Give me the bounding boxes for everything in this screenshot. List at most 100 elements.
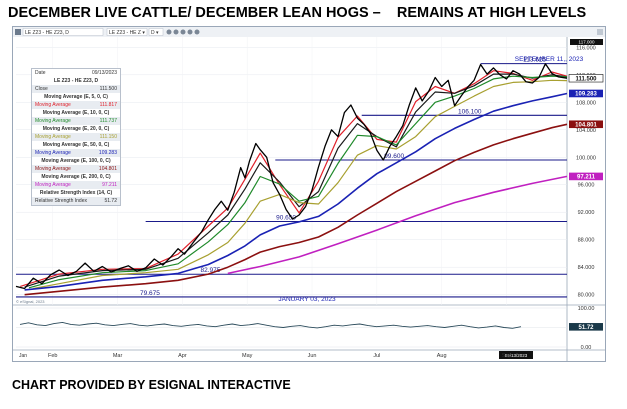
y-tick-label: 84.000 xyxy=(578,265,595,271)
interval-dropdown[interactable] xyxy=(148,28,164,36)
data-window-row: Moving Average 109.283 xyxy=(32,149,120,157)
price-axis-badge xyxy=(568,74,604,83)
toolbar-tool-icon[interactable] xyxy=(166,29,172,35)
data-window-row: Moving Average 97.211 xyxy=(32,181,120,189)
toolbar-menu-icon[interactable] xyxy=(15,29,21,35)
window-close-icon[interactable] xyxy=(597,29,603,35)
moving-average-line xyxy=(28,75,568,289)
data-window-label: Moving Average xyxy=(35,150,71,156)
rsi-tick-label: 100.00 xyxy=(578,306,595,312)
rsi-line xyxy=(19,321,522,329)
jan-tick-label: Jan xyxy=(19,353,27,359)
y-tick-label: 100.000 xyxy=(576,155,596,161)
data-window-row: Relative Strength Index (14, C) xyxy=(32,189,120,197)
data-window-row: Moving Average (E, 50, 0, C) xyxy=(32,141,120,149)
moving-average-line xyxy=(24,123,568,296)
data-window-value: 97.211 xyxy=(102,182,117,188)
data-window-label: Close xyxy=(35,86,48,92)
level-label: 99.600 xyxy=(384,153,404,160)
x-tick-label: Mar xyxy=(113,353,123,359)
toolbar-tool-icon[interactable] xyxy=(194,29,200,35)
rsi-tick-label: 0.00 xyxy=(581,345,592,351)
page-title: DECEMBER LIVE CATTLE/ DECEMBER LEAN HOGS… xyxy=(8,5,587,21)
data-window-value: 111.500 xyxy=(99,86,117,92)
data-window-value: 111.817 xyxy=(99,102,117,108)
data-window-row: LE Z23 - HE Z23, D xyxy=(32,77,120,85)
price-axis-badge-text: 97.211 xyxy=(577,175,596,181)
moving-average-line xyxy=(33,79,568,290)
data-window-label: Moving Average (E, 10, 0, C) xyxy=(42,110,110,116)
level-label: 90.650 xyxy=(276,215,296,222)
price-axis-badge xyxy=(569,172,603,181)
current-date-badge xyxy=(499,351,533,359)
data-window-row: Close 111.500 xyxy=(32,85,120,93)
level-label: 113.625 xyxy=(523,57,546,64)
data-window-label: Relative Strength Index xyxy=(35,198,87,204)
data-window-label: Moving Average (E, 20, 0, C) xyxy=(42,126,110,132)
data-window-label: Moving Average (E, 100, 0, C) xyxy=(41,158,111,164)
rsi-badge xyxy=(569,323,603,331)
data-window-value: 109.283 xyxy=(98,150,117,156)
x-tick-label: May xyxy=(242,353,253,359)
data-window-row: Moving Average 111.817 xyxy=(32,101,120,109)
data-window-value: 104.801 xyxy=(98,166,117,172)
x-tick-label: Jul xyxy=(373,353,380,359)
level-label: 82.975 xyxy=(201,267,221,274)
moving-average-line xyxy=(20,70,568,287)
data-window-label: Relative Strength Index (14, C) xyxy=(39,190,113,196)
data-window-label: Moving Average (E, 5, 0, C) xyxy=(44,94,108,100)
data-window-row: Moving Average 111.150 xyxy=(32,133,120,141)
chart-canvas[interactable]: LE Z23 - HE Z23, D LE Z23 - HE Z ▾ D ▾ 1… xyxy=(13,27,605,361)
data-window-label: Moving Average (E, 200, 0, C) xyxy=(41,174,111,180)
data-window-value: 111.737 xyxy=(99,118,117,124)
price-axis-badge-text: 109.283 xyxy=(575,92,597,98)
data-window-row: Moving Average 104.801 xyxy=(32,165,120,173)
data-window-row: Moving Average (E, 20, 0, C) xyxy=(32,125,120,133)
data-window-value: 111.150 xyxy=(99,134,117,140)
symbol-dropdown[interactable] xyxy=(106,28,148,36)
y-tick-label: 92.000 xyxy=(578,210,595,216)
y-tick-label: 104.000 xyxy=(576,128,596,134)
x-tick-label: Jun xyxy=(308,353,317,359)
y-tick-label: 88.000 xyxy=(578,238,595,244)
y-tick-label: 108.000 xyxy=(576,100,596,106)
data-window-row: Moving Average 111.737 xyxy=(32,117,120,125)
interval-dropdown-text: D ▾ xyxy=(151,30,159,36)
data-window-row: Moving Average (E, 5, 0, C) xyxy=(32,93,120,101)
rsi-badge-text: 51.72 xyxy=(578,325,594,331)
toolbar-tool-icon[interactable] xyxy=(187,29,193,35)
data-window-label: LE Z23 - HE Z23, D xyxy=(53,78,99,84)
data-window-row: Moving Average (E, 200, 0, C) xyxy=(32,173,120,181)
y-tick-label: 80.000 xyxy=(578,293,595,299)
symbol-dropdown-text: LE Z23 - HE Z ▾ xyxy=(109,30,145,36)
toolbar-tool-icon[interactable] xyxy=(173,29,179,35)
data-window-label: Moving Average xyxy=(35,182,71,188)
data-window-label: Moving Average xyxy=(35,134,71,140)
data-window-row: Date 09/13/2023 xyxy=(32,69,120,77)
top-price-badge-text: 117.000 xyxy=(579,40,595,45)
moving-average-line xyxy=(227,175,568,275)
x-tick-label: Apr xyxy=(178,353,187,359)
data-window-label: Date xyxy=(35,70,46,76)
data-window-label: Moving Average xyxy=(35,118,71,124)
data-window[interactable]: Date 09/13/2023 LE Z23 - HE Z23, D Close 111… xyxy=(31,68,121,206)
price-line xyxy=(15,63,568,290)
data-window-row: Moving Average (E, 100, 0, C) xyxy=(32,157,120,165)
toolbar-tool-icon[interactable] xyxy=(180,29,186,35)
y-tick-label: 96.000 xyxy=(578,183,595,189)
data-window-value: 51.72 xyxy=(104,198,117,204)
copyright-text: © eSignal, 2023 xyxy=(16,299,45,304)
x-tick-label: Sep xyxy=(502,353,512,359)
data-window-label: Moving Average xyxy=(35,102,71,108)
moving-average-line xyxy=(24,73,568,288)
data-window-label: Moving Average xyxy=(35,166,71,172)
data-window-label: Moving Average (E, 50, 0, C) xyxy=(42,142,110,148)
symbol-field-text: LE Z23 - HE Z23, D xyxy=(25,30,69,36)
symbol-field[interactable] xyxy=(22,28,104,36)
data-window-value: 09/13/2023 xyxy=(91,70,117,76)
level-label: 79.675 xyxy=(140,290,160,297)
price-axis-badge-text: 104.801 xyxy=(575,122,597,128)
current-date-badge-text: 09/13/2023 xyxy=(505,353,528,358)
x-tick-label: Aug xyxy=(437,353,447,359)
annotation-january: JANUARY 03, 2023 xyxy=(278,296,336,303)
